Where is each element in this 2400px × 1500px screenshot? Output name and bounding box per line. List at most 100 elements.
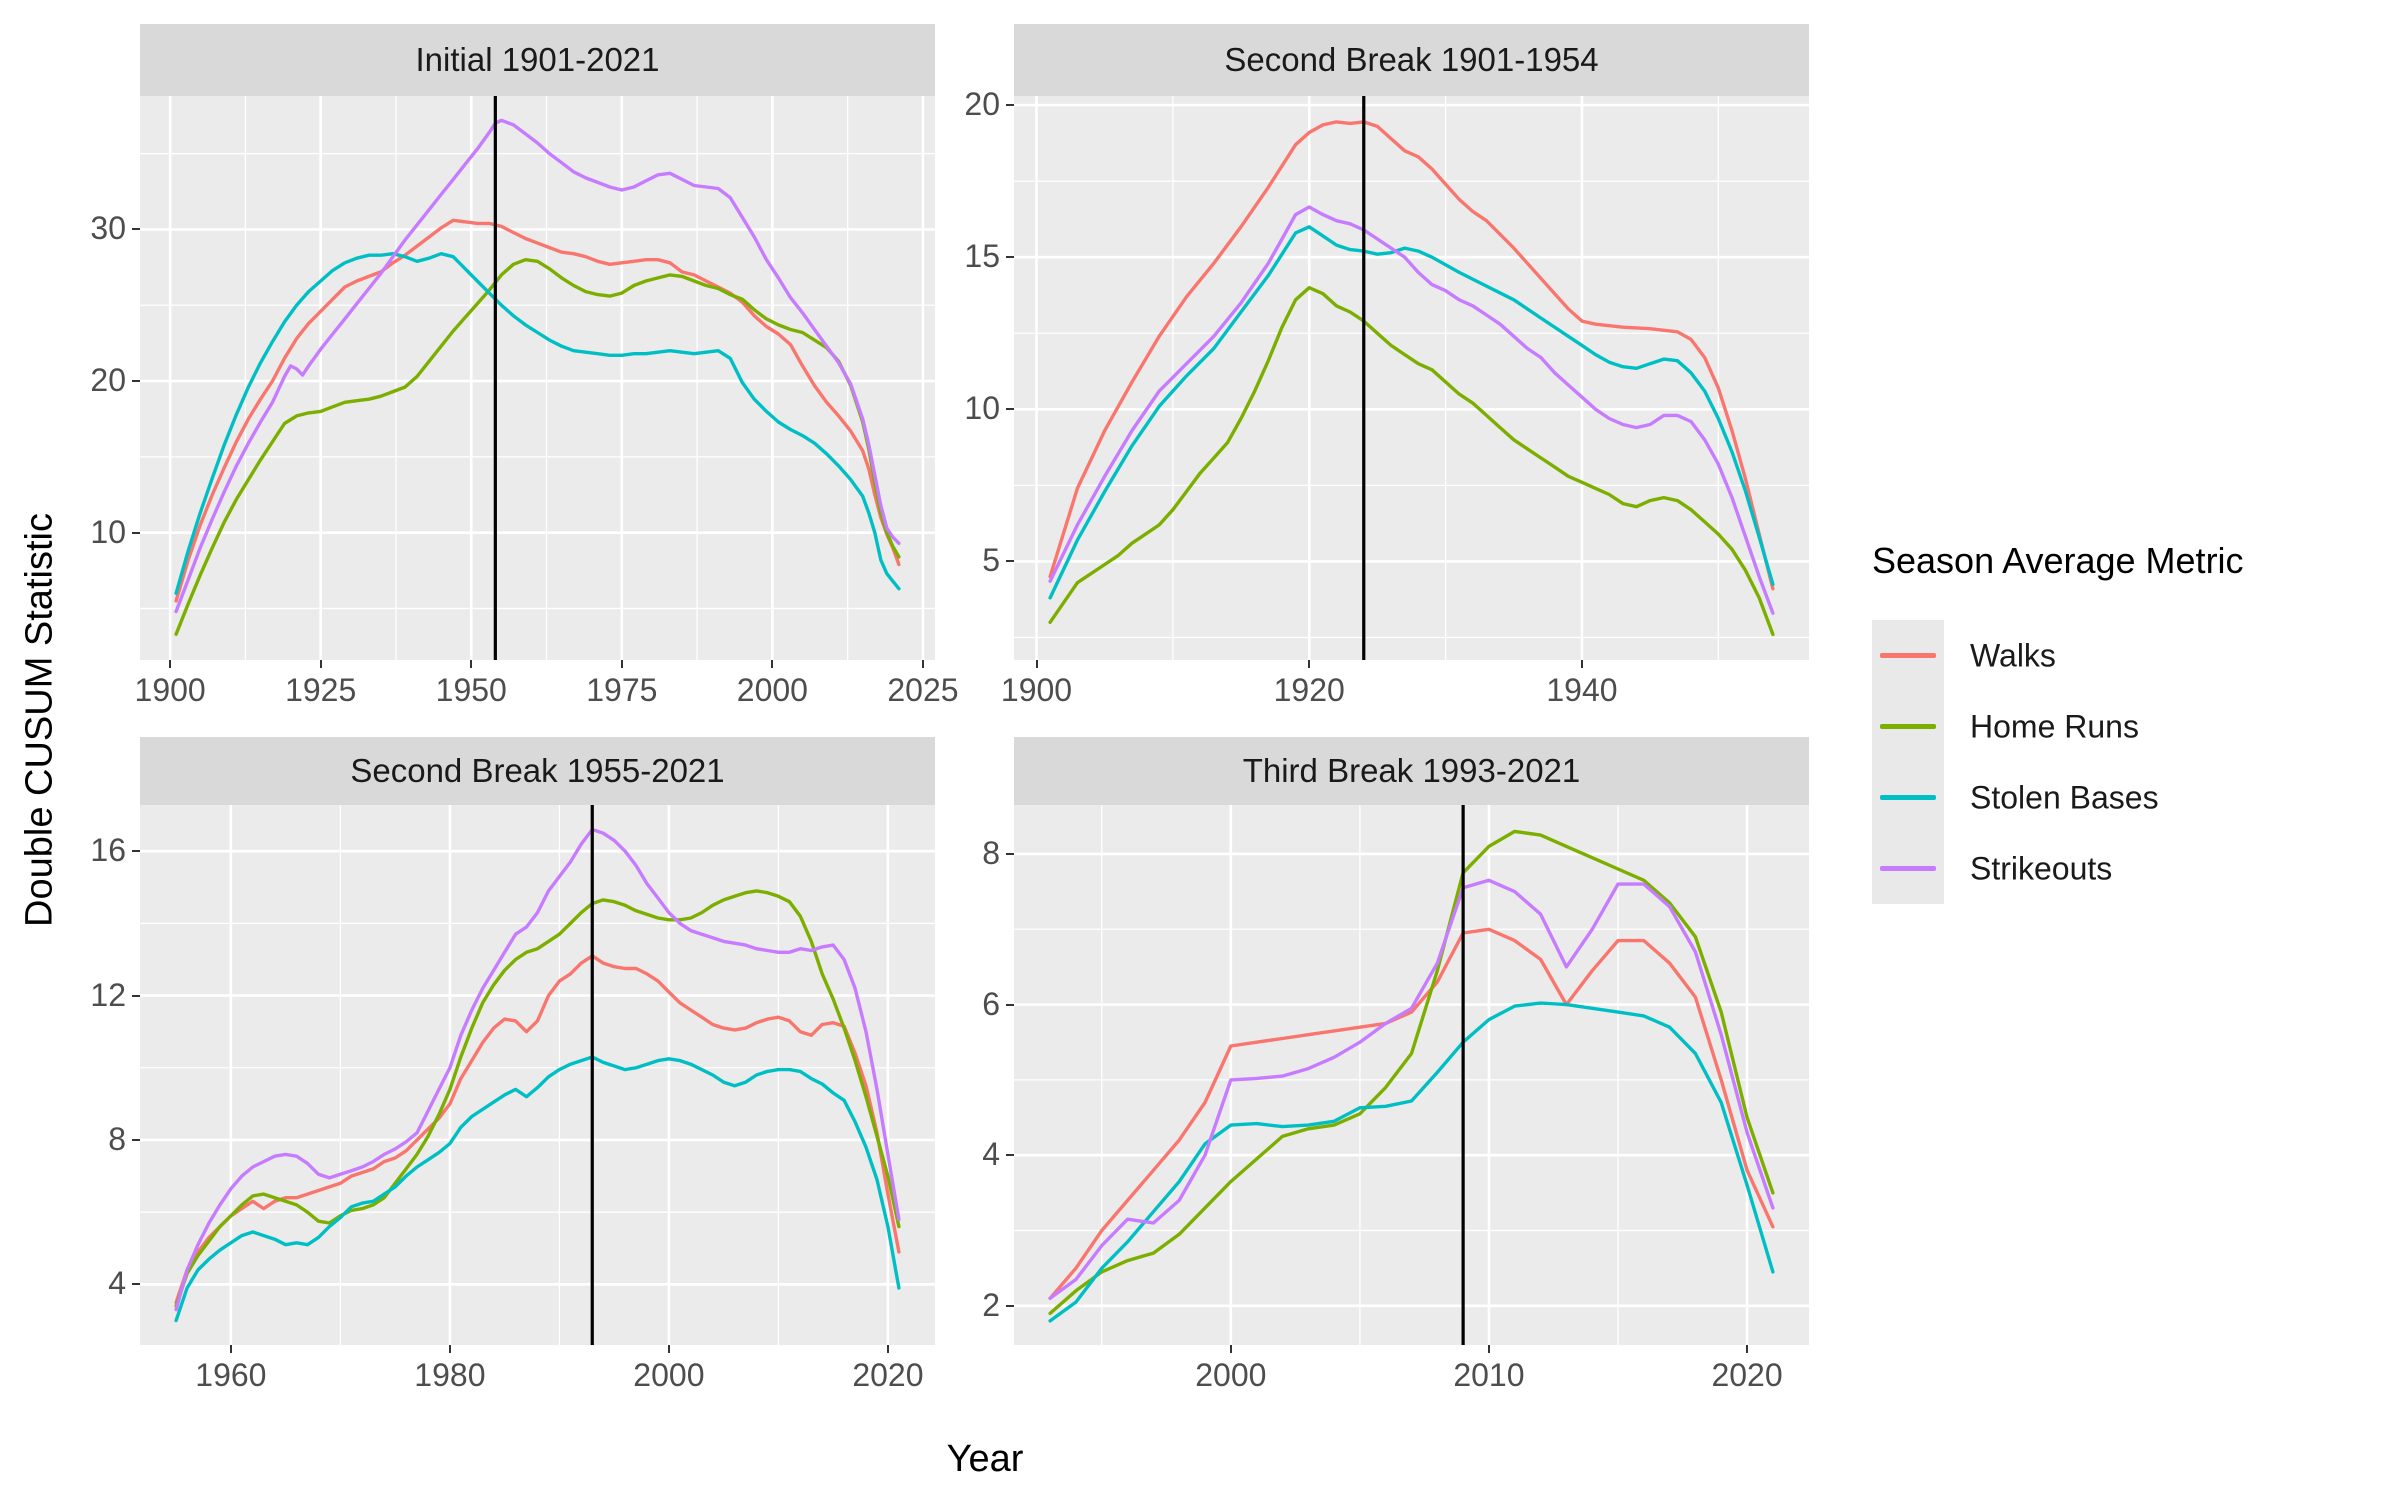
x-axis-tick [1035, 660, 1038, 668]
y-axis-tick [1006, 104, 1014, 107]
y-axis-tick [132, 531, 140, 534]
series-line-stolen-bases [1048, 1001, 1775, 1323]
series-line-home-runs [174, 257, 901, 636]
stolen-bases-line-swatch-icon [1880, 795, 1936, 800]
y-axis-tick [1006, 1003, 1014, 1006]
y-tick-label: 8 [982, 834, 1000, 871]
x-axis-tick [1580, 660, 1583, 668]
x-axis-title: Year [946, 1438, 1024, 1480]
legend-key [1872, 762, 1944, 833]
x-tick-label: 2000 [633, 1357, 705, 1393]
y-tick-label: 30 [90, 210, 126, 247]
facet-title: Second Break 1955-2021 [350, 752, 725, 789]
series-line-home-runs [1048, 829, 1775, 1316]
y-axis-tick [132, 228, 140, 231]
x-axis-tick [620, 660, 623, 668]
legend-item-stolen-bases: Stolen Bases [1872, 762, 2332, 833]
x-axis-tick [1746, 1345, 1749, 1353]
plot-panel [140, 96, 935, 660]
series-line-stolen-bases [174, 251, 901, 595]
y-axis-tick [1006, 1154, 1014, 1157]
facet-second-break-1955-2021: Second Break 1955-2021 1960 1980 2000 2020 4… [90, 737, 935, 1415]
series-line-walks [1048, 120, 1775, 591]
y-tick-label: 20 [964, 86, 1000, 123]
y-tick-label: 5 [982, 542, 1000, 579]
facet-plot-area [1014, 96, 1809, 660]
facet-second-break-1901-1954: Second Break 1901-1954 1900 1920 1940 5 10 15… [964, 24, 1809, 730]
y-tick-label: 15 [964, 238, 1000, 275]
plot-panel [1014, 96, 1809, 660]
x-tick-label: 2025 [887, 672, 959, 708]
x-tick-label: 1900 [134, 672, 206, 708]
y-tick-label: 8 [108, 1120, 126, 1157]
facet-title: Initial 1901-2021 [415, 41, 660, 78]
facet-strip: Third Break 1993-2021 [1014, 737, 1809, 805]
x-tick-label: 2010 [1453, 1357, 1525, 1393]
series-line-strikeouts [1048, 205, 1775, 615]
y-axis-tick [132, 994, 140, 997]
x-tick-label: 1980 [414, 1357, 486, 1393]
x-tick-label: 2000 [1195, 1357, 1267, 1393]
walks-line-swatch-icon [1880, 653, 1936, 658]
y-tick-label: 4 [982, 1136, 1000, 1173]
strikeouts-line-swatch-icon [1880, 866, 1936, 871]
facet-strip: Second Break 1955-2021 [140, 737, 935, 805]
series-line-walks [174, 954, 901, 1305]
x-tick-label: 1925 [285, 672, 357, 708]
y-axis-tick [1006, 852, 1014, 855]
y-axis-tick [132, 1283, 140, 1286]
facet-third-break-1993-2021: Third Break 1993-2021 2000 2010 2020 2 4 6 8 [982, 737, 1809, 1415]
series-line-strikeouts [1048, 878, 1775, 1300]
legend-label: Stolen Bases [1970, 779, 2159, 815]
legend-item-walks: Walks [1872, 620, 2332, 691]
home-runs-line-swatch-icon [1880, 724, 1936, 729]
x-tick-label: 2020 [852, 1357, 924, 1393]
x-axis-tick [169, 660, 172, 668]
x-axis-tick [886, 1345, 889, 1353]
y-tick-label: 20 [90, 362, 126, 399]
x-tick-label: 2000 [736, 672, 808, 708]
x-tick-label: 1950 [435, 672, 507, 708]
series-line-walks [174, 218, 901, 603]
plot-panel [140, 805, 935, 1345]
x-tick-label: 2020 [1711, 1357, 1783, 1393]
series-line-stolen-bases [1048, 225, 1775, 600]
facet-plot-area [140, 96, 935, 660]
y-axis-tick [132, 1138, 140, 1141]
x-axis-tick [921, 660, 924, 668]
x-axis-tick [771, 660, 774, 668]
series-line-strikeouts [174, 827, 901, 1312]
legend-key [1872, 620, 1944, 691]
y-axis-tick [132, 380, 140, 383]
x-tick-label: 1940 [1546, 672, 1618, 708]
y-tick-label: 10 [90, 513, 126, 550]
legend-item-home-runs: Home Runs [1872, 691, 2332, 762]
x-axis-tick [448, 1345, 451, 1353]
x-tick-label: 1975 [586, 672, 658, 708]
facet-plot-area [1014, 805, 1809, 1345]
facet-title: Third Break 1993-2021 [1242, 752, 1581, 789]
y-axis-tick [1006, 560, 1014, 563]
x-axis-tick [470, 660, 473, 668]
facet-strip: Initial 1901-2021 [140, 24, 935, 96]
plot-panel [1014, 805, 1809, 1345]
x-axis-tick [319, 660, 322, 668]
y-axis-tick [1006, 1304, 1014, 1307]
legend-label: Home Runs [1970, 708, 2139, 744]
y-tick-label: 10 [964, 390, 1000, 427]
facet-plot-area [140, 805, 935, 1345]
legend-item-strikeouts: Strikeouts [1872, 833, 2332, 904]
y-axis-tick [1006, 408, 1014, 411]
series-line-walks [1048, 927, 1775, 1300]
y-axis-tick [1006, 256, 1014, 259]
x-tick-label: 1920 [1273, 672, 1345, 708]
series-line-stolen-bases [174, 1055, 901, 1323]
y-axis-tick [132, 850, 140, 853]
facet-title: Second Break 1901-1954 [1224, 41, 1599, 78]
x-axis-tick [667, 1345, 670, 1353]
series-line-strikeouts [174, 118, 901, 614]
x-axis-tick [1229, 1345, 1232, 1353]
legend-key [1872, 691, 1944, 762]
y-tick-label: 2 [982, 1286, 1000, 1323]
